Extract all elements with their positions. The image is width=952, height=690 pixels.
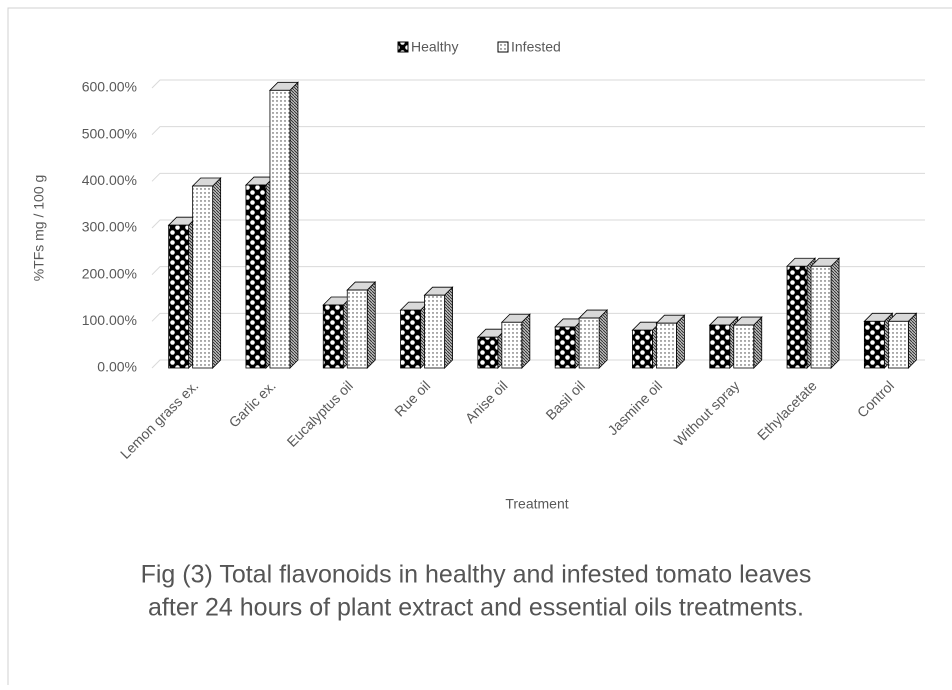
bar — [192, 185, 214, 369]
bar-3d — [554, 317, 585, 369]
grid-line — [151, 219, 925, 229]
bar-side — [907, 312, 917, 369]
bar — [168, 224, 190, 369]
bar-3d — [887, 312, 918, 369]
x-tick-label: Rue oil — [391, 377, 433, 419]
bar — [322, 304, 344, 369]
y-tick-label: 100.00% — [82, 312, 137, 328]
bar — [786, 265, 808, 369]
bar-3d — [655, 314, 686, 369]
bar — [424, 294, 445, 369]
legend-swatch — [397, 41, 409, 53]
y-tick-label: 0.00% — [97, 359, 137, 375]
bar-3d — [346, 281, 377, 369]
x-tick-label: Without spray — [671, 377, 743, 449]
legend-swatch — [497, 41, 509, 53]
bar-side — [521, 313, 531, 369]
bar — [733, 324, 755, 369]
y-tick-label: 500.00% — [82, 125, 137, 141]
y-tick-label: 400.00% — [82, 172, 137, 188]
bar — [245, 184, 267, 369]
bar — [863, 320, 885, 369]
x-tick-label: Control — [854, 377, 897, 420]
bar-side — [212, 177, 222, 369]
x-axis-label: Treatment — [505, 496, 568, 512]
bar-side — [598, 309, 608, 369]
bar-side — [753, 316, 763, 369]
caption-line: after 24 hours of plant extract and esse… — [148, 594, 804, 622]
bar — [632, 329, 653, 369]
bar — [400, 309, 421, 369]
bar — [578, 317, 600, 369]
grid-line — [151, 312, 925, 322]
x-tick-label: Eucalyptus oil — [284, 377, 356, 449]
x-tick-label: Garlic ex. — [226, 377, 279, 430]
bar-3d — [578, 309, 609, 369]
x-tick-label: Ethylacetate — [754, 377, 820, 443]
grid-line — [151, 79, 925, 89]
bar — [501, 321, 523, 369]
bar — [269, 89, 291, 369]
bar-3d — [423, 286, 454, 369]
x-tick-label: Anise oil — [462, 377, 511, 426]
bar-side — [366, 281, 376, 369]
grid-line — [151, 172, 925, 182]
bar-side — [444, 286, 453, 369]
bar — [554, 326, 576, 369]
bar-3d — [500, 313, 531, 369]
bar-3d — [810, 257, 841, 369]
caption-line: Fig (3) Total flavonoids in healthy and … — [141, 561, 812, 589]
bar — [477, 336, 499, 369]
bar — [709, 324, 731, 369]
y-tick-label: 300.00% — [82, 219, 137, 235]
y-tick-label: 200.00% — [82, 265, 137, 281]
bar — [346, 289, 368, 369]
frame — [7, 7, 952, 690]
legend-label: Infested — [511, 39, 561, 55]
bar-side — [676, 314, 685, 369]
bar-side — [289, 81, 299, 369]
bar-3d — [268, 81, 299, 369]
grid-line — [151, 266, 925, 276]
legend-label: Healthy — [411, 39, 458, 55]
bar-3d — [191, 177, 222, 369]
bar — [810, 265, 832, 369]
bar-3d — [732, 316, 763, 369]
bar — [656, 322, 677, 369]
y-axis-label: %TFs mg / 100 g — [31, 175, 47, 282]
x-tick-label: Basil oil — [542, 377, 587, 422]
x-tick-label: Lemon grass ex. — [117, 377, 201, 461]
bar — [887, 320, 909, 369]
x-tick-label: Jasmine oil — [604, 377, 665, 438]
grid-line — [151, 126, 925, 136]
y-tick-label: 600.00% — [82, 79, 137, 95]
bar-side — [830, 257, 840, 369]
